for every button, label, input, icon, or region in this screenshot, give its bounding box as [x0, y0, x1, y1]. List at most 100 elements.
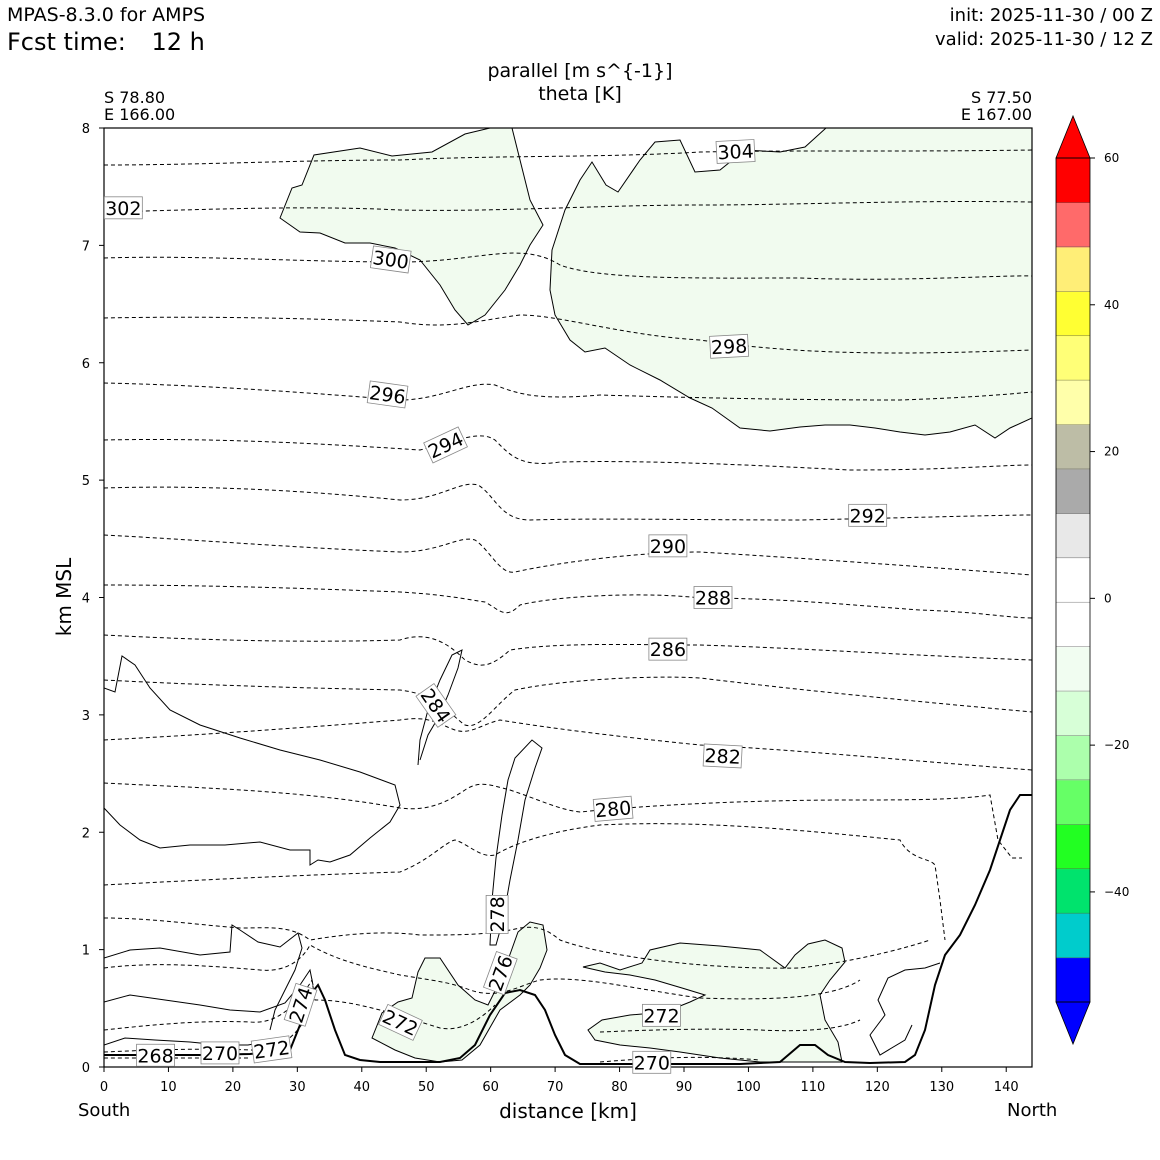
theta-label-box — [200, 1041, 240, 1065]
shade-region-upper-right — [549, 128, 1032, 439]
colorbar-bin — [1056, 646, 1090, 692]
colorbar-tick-label: −40 — [1104, 885, 1129, 899]
y-tick-label: 2 — [82, 826, 90, 841]
colorbar-tick-label: 20 — [1104, 445, 1119, 459]
theta-292 — [104, 483, 1032, 521]
theta-label-box — [642, 1003, 681, 1027]
colorbar-bin — [1056, 468, 1090, 514]
right-point-lat: S 77.50 — [970, 88, 1032, 107]
colorbar-tick-label: 0 — [1104, 591, 1112, 605]
theta-label-text: 270 — [202, 1043, 238, 1065]
theta-label-box — [369, 245, 412, 274]
colorbar-bin — [1056, 158, 1090, 203]
theta-label-text: 282 — [704, 745, 741, 769]
valid-time: valid: 2025-11-30 / 12 Z — [935, 29, 1153, 50]
theta-288 — [104, 584, 1032, 619]
wind-contour-left-low1 — [104, 924, 303, 1031]
theta-label: 294 — [423, 426, 468, 464]
x-tick-label: 110 — [800, 1080, 825, 1095]
theta-label-box — [485, 895, 509, 934]
colorbar-bin — [1056, 779, 1090, 825]
x-tick-label: 140 — [994, 1080, 1019, 1095]
wind-contour-left-low3 — [104, 1037, 266, 1046]
theta-label-text: 304 — [717, 141, 754, 165]
x-tick-label: 30 — [289, 1080, 306, 1095]
theta-label-text: 302 — [105, 198, 141, 220]
wind-shading — [279, 128, 1032, 1063]
colorbar-bin — [1056, 202, 1090, 248]
theta-label-text: 300 — [371, 247, 410, 274]
left-point-lon: E 166.00 — [104, 105, 176, 124]
theta-label-text: 292 — [850, 505, 886, 527]
wind-contour-left-low2 — [104, 968, 314, 1013]
colorbar-bin — [1056, 913, 1090, 959]
shade-region-lower-right — [582, 939, 846, 1063]
colorbar-over-arrow — [1055, 114, 1091, 159]
theta-274 — [104, 944, 861, 1000]
x-axis-ticks: 0 10 20 30 40 50 60 70 80 90 100 110 120 130 140 — [100, 1067, 1019, 1095]
x-tick-label: 40 — [354, 1080, 371, 1095]
theta-label: 278 — [485, 895, 509, 934]
init-time: init: 2025-11-30 / 00 Z — [949, 5, 1153, 26]
theta-label-box — [648, 637, 688, 661]
colorbar-bin — [1056, 824, 1090, 870]
theta-label-text: 284 — [416, 685, 455, 727]
theta-302 — [104, 201, 1032, 213]
y-tick-label: 8 — [82, 122, 90, 137]
theta-label: 280 — [592, 795, 634, 822]
theta-label: 298 — [709, 333, 750, 359]
theta-label-box — [648, 534, 688, 558]
y-tick-label: 6 — [82, 357, 90, 372]
wind-contour-small-column — [417, 649, 463, 766]
y-axis-ticks: 0 1 2 3 4 5 6 7 8 — [82, 122, 104, 1076]
terrain-line — [104, 794, 1032, 1065]
x-tick-label: 70 — [547, 1080, 564, 1095]
theta-label: 272 — [250, 1035, 293, 1064]
colorbar-bin — [1056, 602, 1090, 648]
theta-296 — [104, 382, 1032, 401]
colorbar-tick-label: −20 — [1104, 738, 1129, 752]
x-tick-label: 80 — [611, 1080, 628, 1095]
theta-label-text: 288 — [695, 588, 731, 610]
theta-label-text: 298 — [710, 335, 747, 359]
x-tick-label: 90 — [676, 1080, 693, 1095]
theta-300 — [104, 252, 1032, 280]
theta-280 — [104, 782, 1022, 859]
x-tick-label: 120 — [865, 1080, 890, 1095]
theta-label-box — [592, 795, 634, 822]
colorbar-tick-label: 40 — [1104, 298, 1119, 312]
theta-label-box — [366, 380, 409, 409]
theta-label: 268 — [136, 1043, 175, 1067]
x-end-label-south: South — [78, 1100, 131, 1121]
colorbar-under-arrow — [1055, 1001, 1091, 1046]
wind-contour-right-low — [869, 962, 941, 1056]
theta-label-text: 286 — [650, 639, 686, 661]
theta-272-left — [104, 978, 496, 1031]
colorbar-bin — [1056, 957, 1090, 1003]
theta-label-box — [415, 683, 457, 728]
colorbar-bin — [1056, 557, 1090, 603]
theta-290 — [104, 534, 1032, 576]
colorbar-bin — [1056, 335, 1090, 381]
theta-label: 304 — [715, 139, 756, 165]
y-tick-label: 3 — [82, 709, 90, 724]
theta-label-text: 272 — [643, 1005, 679, 1027]
theta-label-box — [632, 1050, 672, 1074]
theta-label-box — [423, 426, 468, 464]
theta-label-text: 270 — [634, 1052, 670, 1074]
theta-286 — [104, 634, 1032, 666]
wind-contours — [104, 649, 941, 1056]
x-tick-label: 50 — [418, 1080, 435, 1095]
theta-272-right — [599, 1019, 861, 1033]
theta-label: 292 — [848, 503, 888, 527]
theta-label-text: 274 — [285, 984, 317, 1025]
theta-label-text: 268 — [137, 1045, 173, 1067]
theta-label: 302 — [103, 196, 143, 220]
colorbar-frame — [1055, 157, 1091, 1003]
theta-294 — [104, 435, 1032, 471]
theta-label-text: 290 — [650, 536, 686, 558]
colorbar-bin — [1056, 291, 1090, 337]
x-tick-label: 100 — [736, 1080, 761, 1095]
